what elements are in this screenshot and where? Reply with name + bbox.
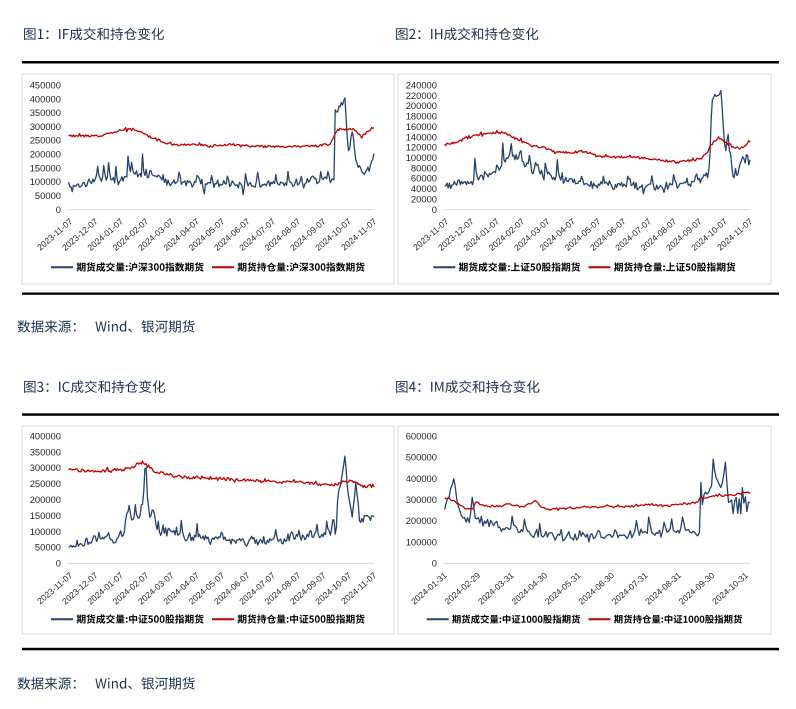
svg-text:0: 0 <box>56 558 61 569</box>
svg-text:60000: 60000 <box>411 173 437 184</box>
svg-text:50000: 50000 <box>35 190 61 201</box>
svg-text:100000: 100000 <box>406 152 437 163</box>
svg-text:220000: 220000 <box>406 90 437 101</box>
svg-text:80000: 80000 <box>411 162 437 173</box>
svg-text:140000: 140000 <box>406 131 437 142</box>
svg-text:400000: 400000 <box>30 93 61 104</box>
svg-text:350000: 350000 <box>30 107 61 118</box>
svg-text:350000: 350000 <box>30 446 61 457</box>
svg-text:20000: 20000 <box>411 193 437 204</box>
svg-text:200000: 200000 <box>30 494 61 505</box>
svg-text:100000: 100000 <box>30 176 61 187</box>
svg-text:500000: 500000 <box>406 452 437 463</box>
svg-text:50000: 50000 <box>35 542 61 553</box>
svg-text:40000: 40000 <box>411 183 437 194</box>
svg-text:400000: 400000 <box>406 473 437 484</box>
svg-text:400000: 400000 <box>30 430 61 441</box>
svg-text:0: 0 <box>56 204 61 215</box>
svg-text:600000: 600000 <box>406 430 437 441</box>
svg-text:450000: 450000 <box>30 80 61 91</box>
svg-text:300000: 300000 <box>30 462 61 473</box>
svg-text:180000: 180000 <box>406 111 437 122</box>
svg-text:100000: 100000 <box>30 526 61 537</box>
svg-text:120000: 120000 <box>406 142 437 153</box>
svg-text:200000: 200000 <box>406 100 437 111</box>
svg-text:240000: 240000 <box>406 80 437 91</box>
svg-text:100000: 100000 <box>406 536 437 547</box>
svg-text:0: 0 <box>432 204 437 215</box>
svg-text:150000: 150000 <box>30 162 61 173</box>
svg-text:300000: 300000 <box>30 121 61 132</box>
svg-text:0: 0 <box>432 558 437 569</box>
svg-text:200000: 200000 <box>406 515 437 526</box>
svg-text:160000: 160000 <box>406 121 437 132</box>
svg-text:200000: 200000 <box>30 149 61 160</box>
svg-text:150000: 150000 <box>30 510 61 521</box>
svg-text:250000: 250000 <box>30 478 61 489</box>
svg-text:250000: 250000 <box>30 135 61 146</box>
svg-text:300000: 300000 <box>406 494 437 505</box>
